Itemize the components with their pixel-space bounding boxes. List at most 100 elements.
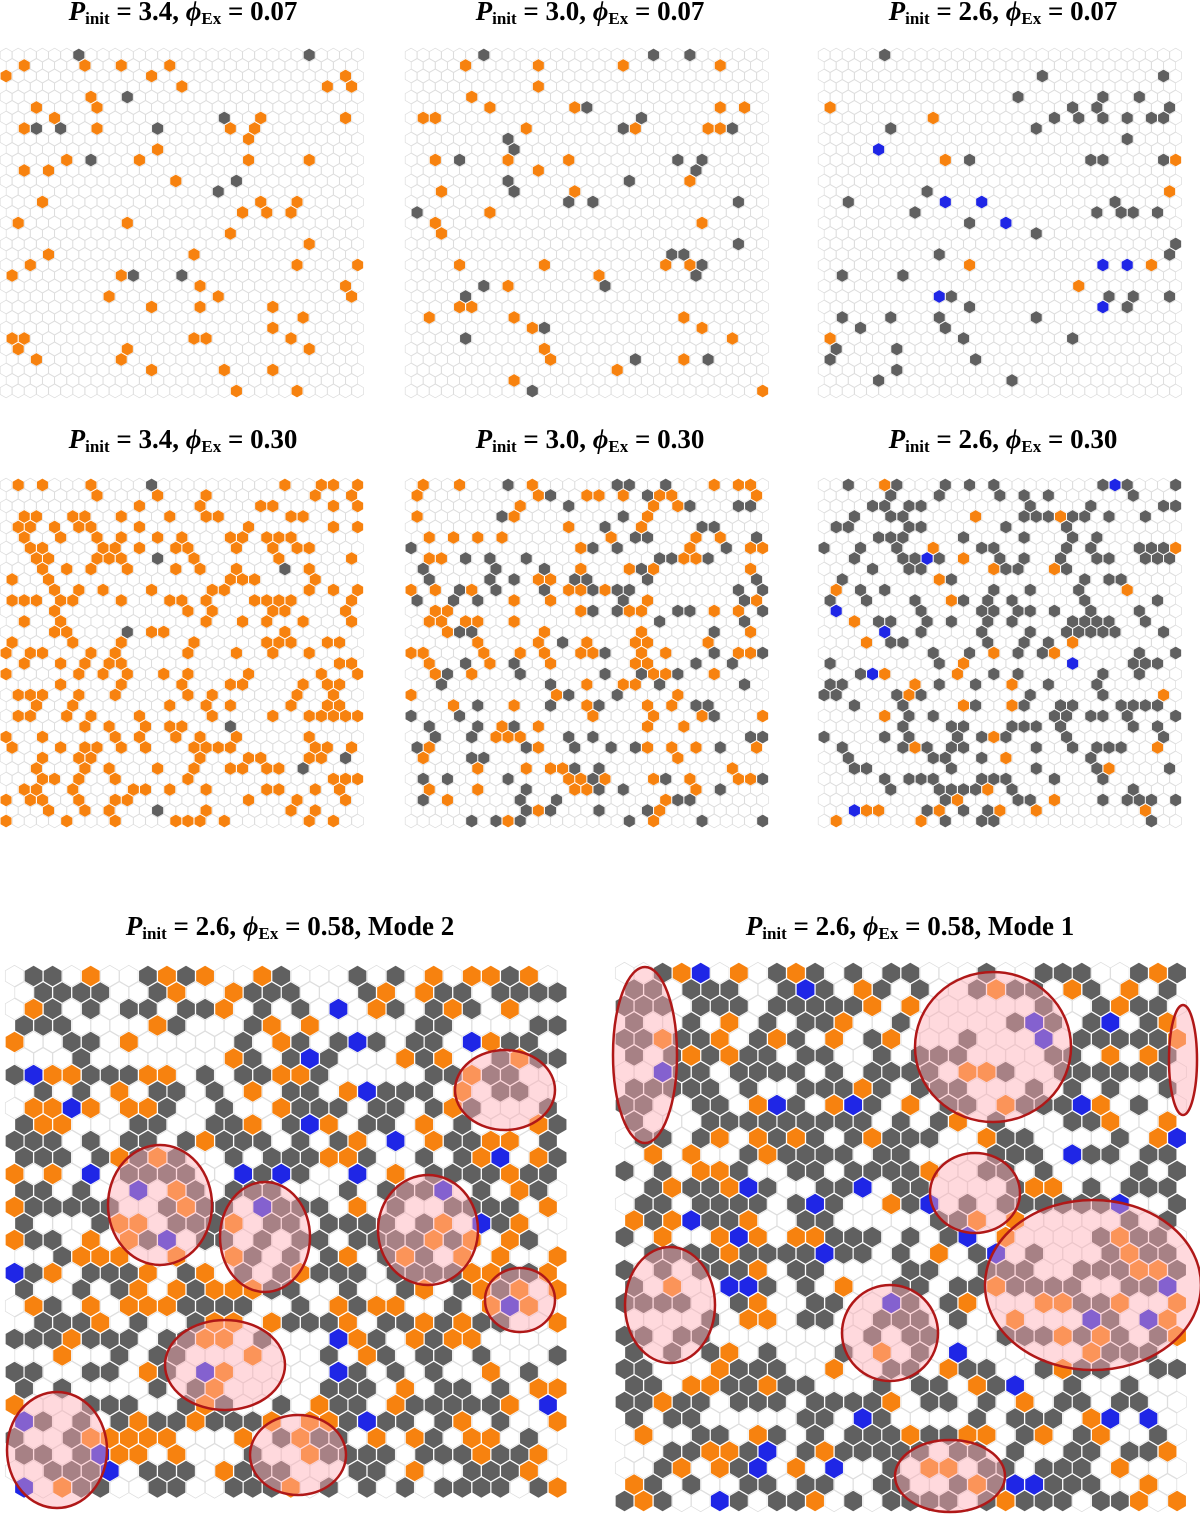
hex-site: [1060, 383, 1073, 399]
hex-site: [327, 215, 340, 231]
hex-site: [205, 813, 219, 829]
hex-site: [181, 341, 195, 357]
hex-site: [84, 813, 98, 829]
hex-site: [351, 257, 364, 273]
hex-site: [556, 100, 569, 115]
hex-site: [254, 813, 267, 829]
hex-site: [339, 383, 352, 399]
hex-site: [151, 268, 164, 283]
hex-site: [60, 383, 73, 399]
hex-site: [701, 163, 715, 178]
hex-site: [230, 152, 243, 168]
hex-site: [157, 383, 170, 399]
hex-site: [586, 215, 600, 231]
hex-site: [604, 58, 618, 73]
hex-site: [750, 163, 763, 178]
hex-site: [345, 163, 358, 178]
hex-site: [538, 215, 551, 231]
hex-site: [902, 383, 916, 399]
hex-site: [151, 247, 164, 262]
hex-site: [133, 215, 146, 231]
hex-site: [732, 152, 745, 168]
hex-site: [429, 131, 442, 147]
hex-site: [1084, 383, 1098, 399]
hex-site: [351, 362, 364, 378]
hex-site: [296, 352, 310, 367]
hex-site: [750, 184, 763, 199]
hex-site: [199, 79, 213, 94]
hex-site: [151, 163, 164, 178]
hex-site: [410, 226, 424, 241]
hex-site: [410, 79, 424, 94]
hex-site: [750, 142, 763, 157]
hex-site: [459, 58, 472, 73]
hex-site: [1120, 383, 1134, 399]
hex-site: [60, 813, 73, 829]
hex-site: [701, 184, 715, 199]
hex-site: [327, 110, 340, 126]
hex-site: [24, 194, 37, 210]
hex-site: [635, 131, 648, 147]
hex-site: [550, 813, 563, 829]
hex-site: [5, 289, 19, 304]
hex-site: [199, 184, 213, 199]
hex-site: [327, 89, 340, 105]
hex-site: [351, 813, 364, 829]
hex-site: [345, 310, 358, 325]
hex-site: [429, 813, 442, 829]
hex-site: [248, 331, 261, 346]
hex-site: [671, 383, 685, 399]
hex-site: [507, 100, 521, 115]
hex-site: [248, 163, 261, 178]
hex-site: [5, 142, 19, 157]
hex-site: [1036, 383, 1049, 399]
hex-site: [54, 352, 67, 367]
hex-site: [5, 100, 19, 115]
hex-site: [683, 813, 697, 829]
hex-site: [586, 47, 600, 63]
hex-site: [707, 813, 721, 829]
hex-site: [230, 194, 243, 210]
hex-site: [133, 194, 146, 210]
hex-site: [701, 205, 715, 220]
hex-site: [345, 226, 358, 241]
hex-site: [556, 184, 569, 199]
hex-site: [0, 383, 13, 399]
hex-site: [351, 47, 364, 63]
hex-site: [345, 289, 358, 304]
hex-site: [1023, 383, 1037, 399]
hex-site: [410, 184, 424, 199]
hex-site: [574, 813, 588, 829]
hex-site: [926, 383, 940, 399]
hex-site: [538, 194, 551, 210]
hex-site: [181, 383, 195, 399]
hex-site: [54, 289, 67, 304]
hex-site: [345, 352, 358, 367]
hex-site: [586, 68, 600, 84]
hex-site: [538, 68, 551, 84]
hex-site: [538, 89, 551, 105]
hex-site: [242, 383, 255, 399]
hex-site: [181, 362, 195, 378]
hex-site: [327, 278, 340, 294]
hex-site: [145, 813, 158, 829]
hex-site: [987, 383, 1001, 399]
hex-site: [507, 142, 521, 157]
hex-site: [248, 289, 261, 304]
hex-site: [538, 173, 551, 189]
hex-site: [477, 110, 491, 126]
hex-site: [732, 110, 745, 126]
hex-site: [586, 89, 600, 105]
hex-site: [108, 813, 122, 829]
hex-site: [507, 184, 521, 199]
hex-site: [278, 131, 292, 147]
hex-site: [54, 58, 67, 73]
hex-site: [345, 142, 358, 157]
hex-site: [181, 278, 195, 294]
hex-site: [441, 383, 454, 399]
hex-site: [181, 110, 195, 126]
hex-site: [586, 194, 600, 210]
hex-site: [878, 383, 891, 399]
hex-site: [199, 142, 213, 157]
hex-site: [459, 205, 472, 220]
